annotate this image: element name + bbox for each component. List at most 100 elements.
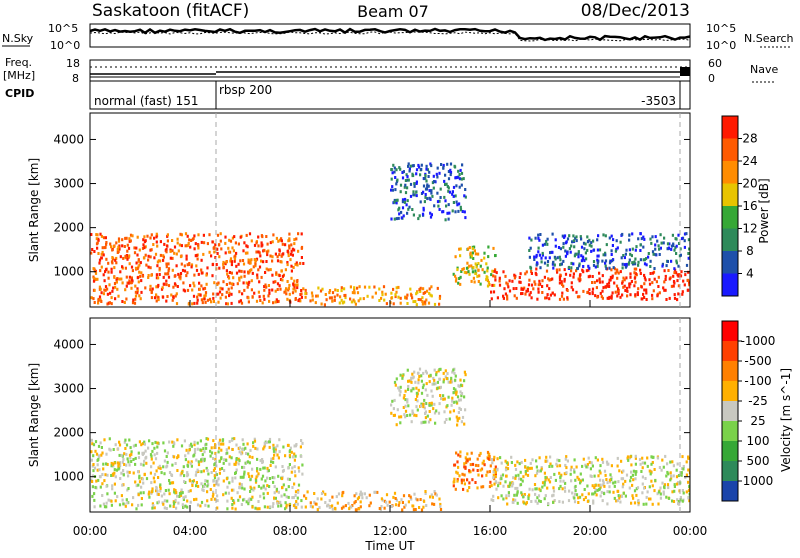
data-cell: [615, 239, 618, 243]
data-cell: [560, 294, 564, 298]
data-cell: [96, 463, 99, 467]
data-cell: [182, 506, 185, 509]
data-cell: [499, 481, 502, 485]
data-cell: [198, 287, 201, 291]
data-cell: [263, 297, 266, 301]
data-cell: [324, 492, 327, 496]
data-cell: [259, 467, 262, 471]
data-cell: [414, 398, 417, 401]
data-cell: [202, 489, 205, 492]
data-cell: [166, 244, 169, 248]
data-cell: [587, 456, 590, 460]
data-cell: [420, 163, 423, 167]
data-cell: [401, 206, 405, 210]
data-cell: [191, 484, 194, 487]
data-cell: [269, 254, 272, 258]
data-cell: [463, 370, 466, 374]
data-cell: [407, 500, 410, 504]
data-cell: [103, 288, 106, 292]
data-cell: [457, 281, 460, 285]
data-cell: [217, 441, 220, 445]
data-cell: [564, 254, 567, 258]
data-cell: [125, 254, 128, 257]
data-cell: [596, 279, 599, 283]
data-cell: [643, 262, 647, 266]
data-cell: [238, 269, 241, 273]
data-cell: [477, 252, 480, 256]
data-cell: [415, 172, 418, 176]
data-cell: [652, 455, 655, 459]
data-cell: [176, 494, 179, 498]
data-cell: [230, 488, 234, 492]
data-cell: [207, 472, 210, 476]
data-cell: [481, 268, 484, 272]
data-cell: [204, 291, 208, 295]
data-cell: [672, 500, 676, 503]
data-cell: [175, 264, 178, 268]
data-cell: [163, 472, 166, 476]
data-cell: [486, 470, 489, 474]
data-cell: [299, 445, 302, 449]
data-cell: [408, 379, 411, 383]
data-cell: [425, 371, 428, 375]
data-cell: [438, 497, 441, 501]
data-cell: [173, 490, 176, 494]
data-cell: [195, 470, 198, 474]
data-cell: [425, 382, 428, 386]
data-cell: [422, 208, 425, 212]
data-cell: [580, 254, 583, 258]
data-cell: [194, 242, 197, 246]
data-cell: [687, 270, 690, 274]
data-cell: [649, 265, 652, 268]
velocity-ylabel: Slant Range [km]: [27, 363, 41, 467]
data-cell: [547, 502, 550, 505]
data-cell: [155, 240, 158, 244]
data-cell: [328, 289, 332, 292]
data-cell: [654, 243, 657, 247]
data-cell: [610, 249, 613, 253]
data-cell: [295, 506, 298, 510]
data-cell: [251, 455, 254, 459]
data-cell: [687, 238, 690, 242]
data-cell: [243, 465, 246, 469]
data-cell: [357, 299, 360, 303]
data-cell: [91, 464, 94, 468]
data-cell: [268, 440, 271, 444]
data-cell: [597, 474, 600, 478]
data-cell: [212, 468, 216, 472]
data-cell: [391, 188, 394, 192]
data-cell: [353, 501, 356, 505]
data-cell: [339, 295, 342, 299]
data-cell: [178, 495, 181, 498]
data-cell: [336, 501, 339, 505]
data-cell: [163, 492, 166, 496]
data-cell: [253, 291, 256, 295]
data-cell: [401, 176, 405, 180]
data-cell: [121, 454, 124, 458]
data-cell: [173, 245, 177, 249]
data-cell: [245, 452, 248, 455]
data-cell: [579, 479, 582, 483]
data-cell: [423, 291, 427, 295]
data-cell: [575, 235, 578, 239]
data-cell: [214, 459, 217, 463]
data-cell: [522, 287, 525, 291]
data-cell: [111, 487, 114, 491]
data-cell: [264, 479, 267, 483]
data-cell: [331, 504, 334, 508]
data-cell: [568, 234, 571, 238]
data-cell: [224, 251, 227, 255]
data-cell: [601, 499, 604, 503]
data-cell: [94, 485, 97, 489]
data-cell: [585, 257, 588, 261]
data-cell: [161, 286, 164, 290]
data-cell: [518, 477, 521, 481]
data-cell: [454, 378, 457, 382]
data-cell: [498, 276, 501, 280]
data-cell: [640, 237, 643, 241]
data-cell: [233, 501, 236, 505]
data-cell: [166, 233, 169, 237]
data-cell: [483, 463, 486, 467]
data-cell: [285, 488, 288, 492]
